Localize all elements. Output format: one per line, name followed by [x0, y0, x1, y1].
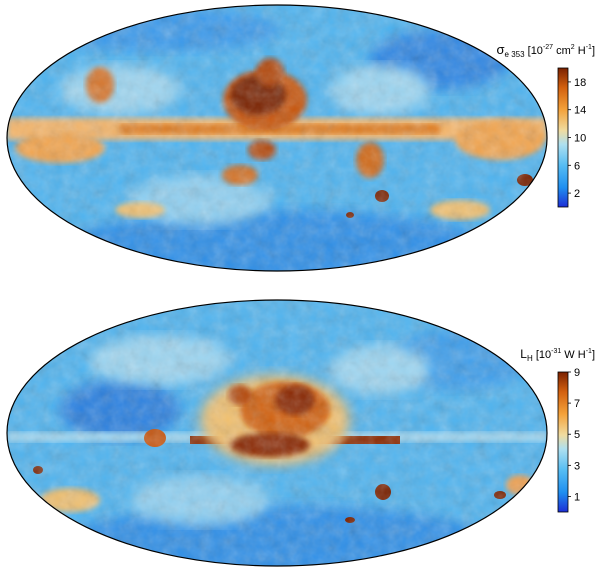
colorbar-top: σe 353 [10-27 cm2 H-1] 18 14 10 6 2: [497, 42, 595, 208]
colorbar-bottom-title: LH [10-31 W H-1]: [520, 347, 595, 363]
colorbar-bottom-bar: [557, 371, 569, 513]
map-top-outline: [6, 4, 548, 272]
colorbar-bottom-tick-label: 5: [574, 429, 580, 441]
colorbar-top-tick-label: 6: [574, 160, 580, 172]
colorbar-bottom-tick-label: 3: [574, 460, 580, 472]
colorbar-top-tick-label: 2: [574, 188, 580, 200]
colorbar-top-tick-label: 10: [574, 133, 586, 145]
colorbar-bottom-tick-label: 1: [574, 491, 580, 503]
colorbar-bottom-tick-label: 7: [574, 398, 580, 410]
map-top: [6, 4, 548, 272]
colorbar-top-bar: [557, 67, 569, 208]
map-bottom: [6, 299, 548, 567]
colorbar-top-tick-label: 14: [574, 105, 586, 117]
map-bottom-outline: [6, 299, 548, 567]
colorbar-top-title: σe 353 [10-27 cm2 H-1]: [497, 42, 595, 59]
colorbar-top-tick-label: 18: [574, 77, 586, 89]
colorbar-bottom: LH [10-31 W H-1] 9 7 5 3 1: [520, 347, 595, 513]
colorbar-bottom-tick-label: 9: [574, 367, 580, 379]
